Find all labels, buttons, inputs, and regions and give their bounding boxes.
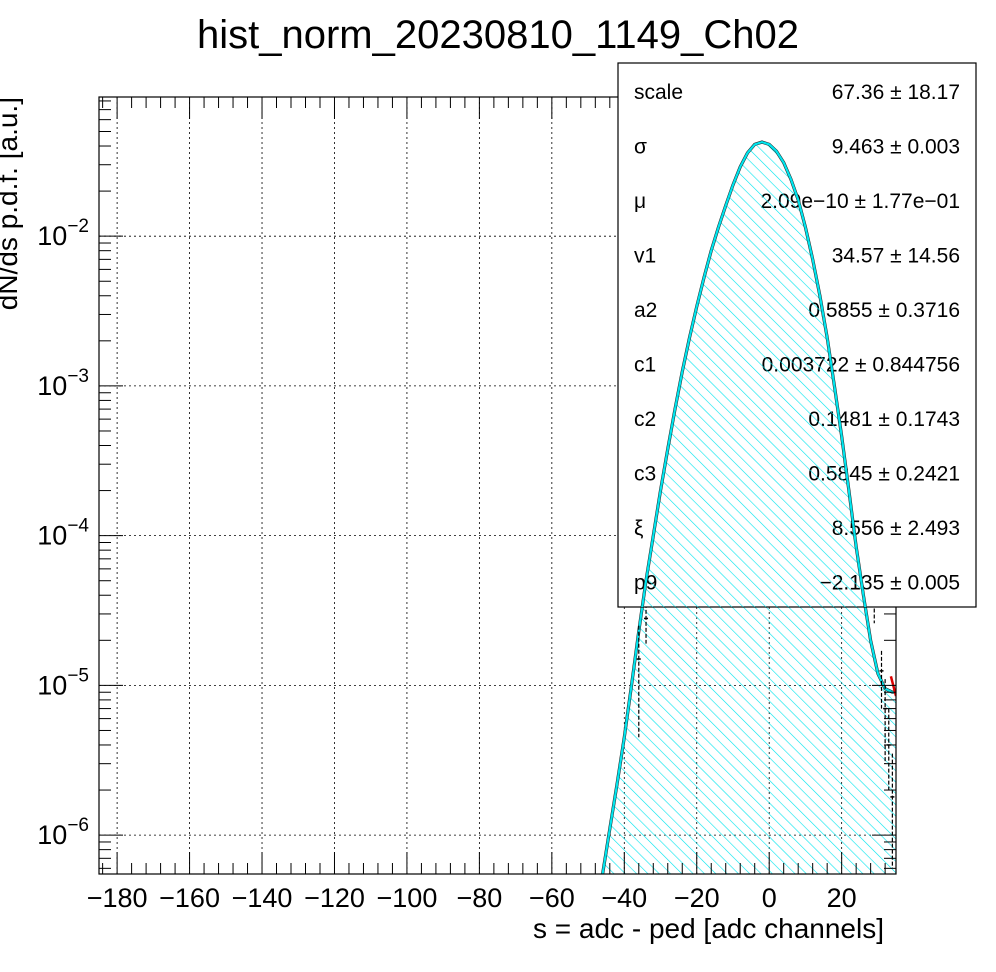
stats-box: scale 67.36 ± 18.17 σ 9.463 ± 0.003 μ 2.09e−1… <box>617 62 977 608</box>
fit-area-overlay <box>642 142 866 607</box>
stats-param-value: 2.09e−10 ± 1.77e−01 <box>760 190 960 213</box>
stats-param-name: scale <box>634 81 683 104</box>
x-tick-label: −160 <box>159 883 220 913</box>
stats-param-name: c2 <box>634 408 656 431</box>
x-tick-label: −40 <box>601 883 647 913</box>
stats-param-name: c1 <box>634 354 656 377</box>
x-tick-label: −180 <box>87 883 148 913</box>
x-tick-label: −20 <box>674 883 720 913</box>
stats-param-value: 8.556 ± 2.493 <box>832 517 960 540</box>
fit-overlay <box>640 140 867 607</box>
stats-param-name: v1 <box>634 245 656 268</box>
stats-param-value: 0.1481 ± 0.1743 <box>808 408 960 431</box>
y-tick-label: 10−5 <box>37 665 89 700</box>
x-tick-label: 20 <box>827 883 857 913</box>
x-axis-label: s = adc - ped [adc channels] <box>533 913 884 944</box>
x-tick-label: −120 <box>304 883 365 913</box>
x-tick-label: 0 <box>762 883 777 913</box>
x-tick-label: −60 <box>529 883 575 913</box>
y-tick-label: 10−3 <box>37 366 89 401</box>
stats-param-value: 9.463 ± 0.003 <box>832 136 960 159</box>
y-axis-label: dN/ds p.d.f. [a.u.] <box>0 97 23 310</box>
stats-param-name: σ <box>634 136 647 159</box>
y-tick-label: 10−2 <box>37 216 89 251</box>
x-tick-label: −100 <box>377 883 438 913</box>
y-tick-label: 10−6 <box>37 815 89 850</box>
x-tick-label: −80 <box>456 883 502 913</box>
x-tick-label: −140 <box>232 883 293 913</box>
stats-param-value: 67.36 ± 18.17 <box>832 81 960 104</box>
stats-param-value: 34.57 ± 14.56 <box>832 245 960 268</box>
y-tick-label: 10−4 <box>37 516 89 551</box>
fit-overlay-inner <box>640 140 867 607</box>
stats-param-value: 0.5855 ± 0.3716 <box>808 299 960 322</box>
stats-param-name: a2 <box>634 299 657 322</box>
fit-curve-overlay <box>641 140 867 607</box>
stats-param-name: c3 <box>634 463 656 486</box>
stats-param-name: ξ <box>634 517 643 540</box>
chart-title: hist_norm_20230810_1149_Ch02 <box>197 13 799 57</box>
stats-param-name: μ <box>634 190 646 213</box>
